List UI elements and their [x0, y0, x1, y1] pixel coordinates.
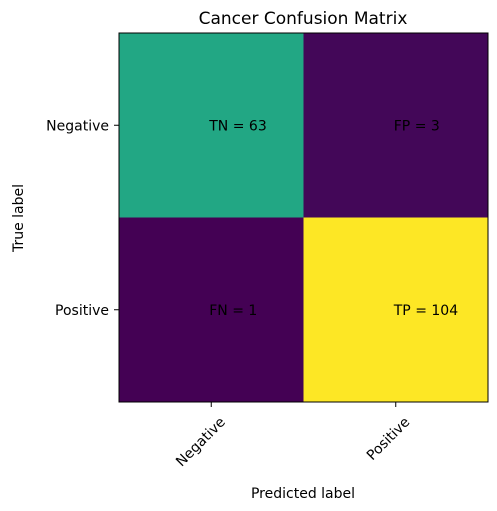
heatmap-cell-0-1: [303, 33, 488, 218]
y-tick-label-1: Positive: [55, 303, 109, 319]
x-tick-label-0: Negative: [173, 414, 229, 470]
y-axis-label: True label: [11, 184, 27, 253]
heatmap-cell-0-0: [119, 33, 304, 218]
chart-title: Cancer Confusion Matrix: [199, 9, 408, 29]
cell-label-0-1: FP = 3: [394, 118, 440, 134]
cell-label-1-0: FN = 1: [209, 303, 257, 319]
cell-label-1-1: TP = 104: [393, 303, 458, 319]
y-tick-label-0: Negative: [46, 118, 109, 134]
x-tick-label-1: Positive: [364, 414, 413, 463]
x-axis-label: Predicted label: [251, 486, 355, 502]
heatmap-cells: [119, 33, 488, 402]
cell-label-0-0: TN = 63: [208, 118, 266, 134]
heatmap-cell-1-0: [119, 217, 304, 402]
plot-frame: [118, 32, 489, 403]
heatmap-cell-1-1: [303, 217, 488, 402]
cell-labels: TN = 63 FP = 3 FN = 1 TP = 104: [208, 118, 458, 319]
